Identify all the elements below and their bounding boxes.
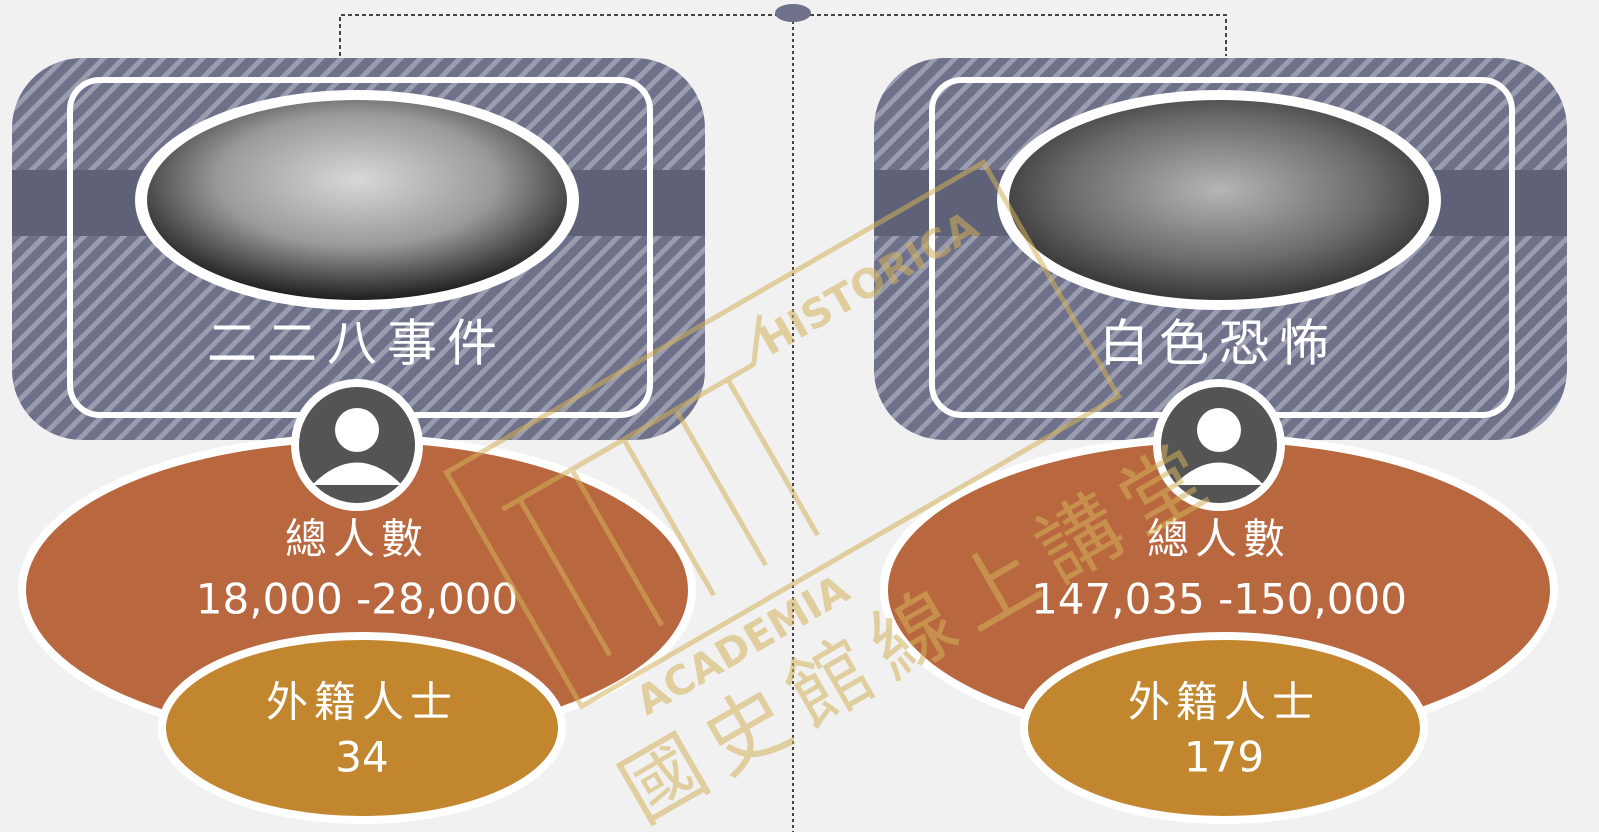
photo [1009,100,1429,300]
avatar-head [1197,408,1241,452]
foreign-value: 179 [1184,733,1264,782]
panel-title: 白色恐怖 [1099,315,1339,373]
avatar-head [335,408,379,452]
total-label: 總人數 [285,515,429,564]
foreign-value: 34 [335,733,388,782]
infographic: 二二八事件總人數18,000 -28,000外籍人士34白色恐怖總人數147,0… [0,0,1599,832]
total-value: 18,000 -28,000 [196,575,518,624]
foreign-bubble [162,636,562,820]
photo [147,100,567,300]
panel-title: 二二八事件 [207,315,507,373]
foreign-label: 外籍人士 [1128,678,1320,727]
foreign-bubble [1024,636,1424,820]
foreign-label: 外籍人士 [266,678,458,727]
connector-dot [775,4,811,22]
